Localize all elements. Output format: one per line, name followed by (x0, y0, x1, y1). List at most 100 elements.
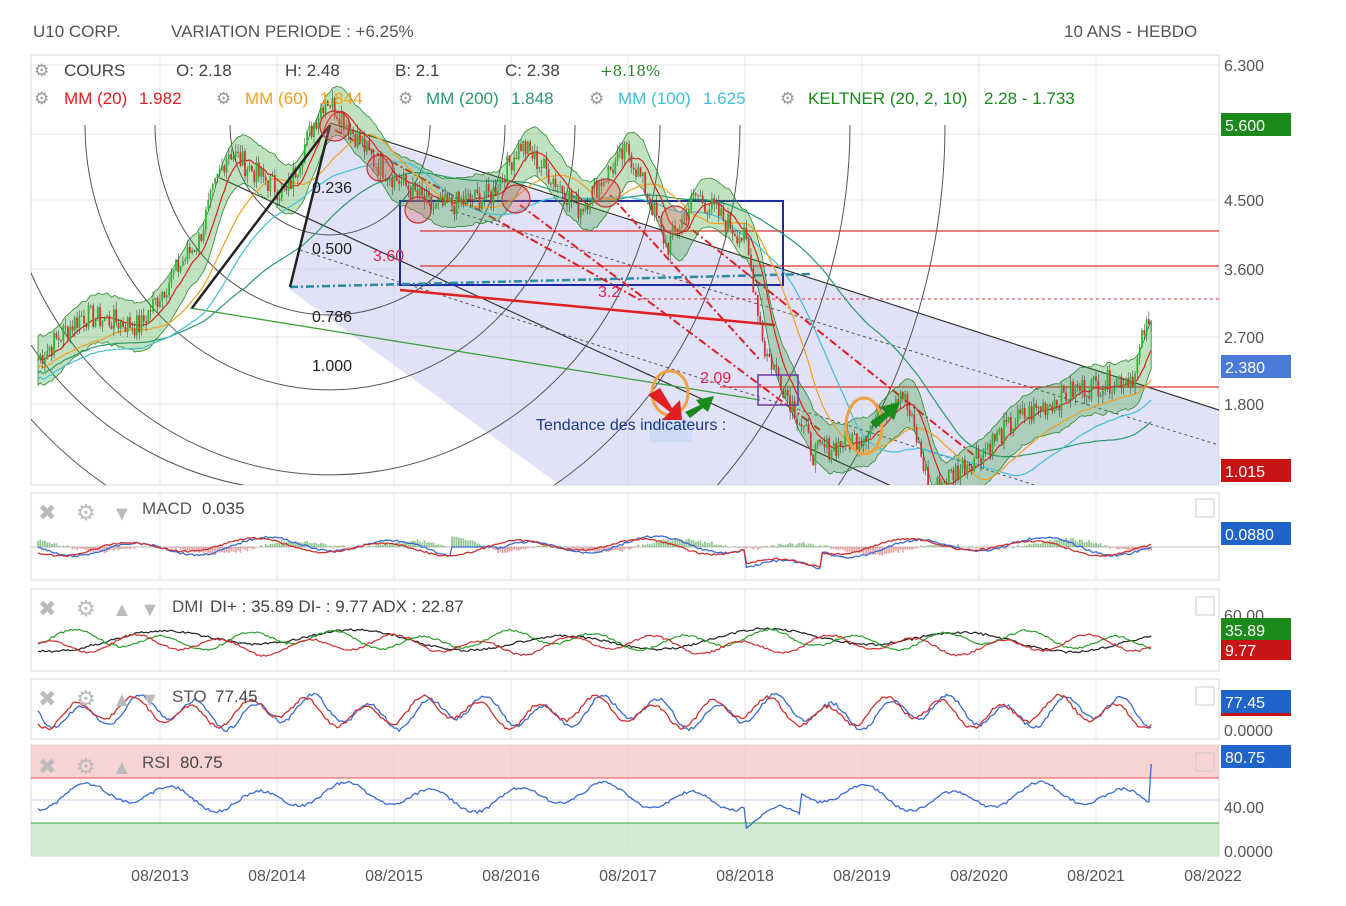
x-tick-label: 08/2022 (1184, 868, 1242, 885)
gear-icon[interactable]: ⚙ (76, 686, 96, 711)
gear-icon[interactable]: ⚙ (76, 596, 96, 621)
legend-close: C: 2.38 (505, 61, 560, 80)
candle (1062, 385, 1065, 393)
rsi-line (37, 763, 1152, 830)
badge-macd: 0.0880 (1225, 527, 1274, 544)
candle (665, 242, 667, 244)
candle (237, 151, 239, 153)
candle (842, 446, 844, 448)
candle (540, 167, 543, 169)
gear-icon[interactable]: ⚙ (34, 61, 49, 80)
candle (669, 236, 672, 256)
candle (1088, 395, 1090, 399)
arrow-up-icon[interactable]: ▲ (112, 757, 132, 779)
legend-mm200-value: 1.848 (511, 89, 554, 108)
candle (869, 424, 872, 434)
candle (807, 424, 810, 433)
candle (941, 482, 943, 485)
candle (446, 194, 449, 203)
candle (44, 358, 46, 364)
gear-icon[interactable]: ⚙ (76, 500, 96, 525)
candle (678, 227, 681, 233)
candle (1095, 376, 1097, 381)
close-icon[interactable]: ✖ (38, 500, 56, 525)
candle (1127, 378, 1130, 388)
gear-icon[interactable]: ⚙ (76, 754, 96, 779)
x-tick-label: 08/2017 (599, 868, 657, 885)
candle (211, 183, 214, 190)
x-tick-label: 08/2014 (248, 868, 306, 885)
candle (704, 203, 706, 213)
arrow-down-icon[interactable]: ▼ (112, 503, 132, 525)
arrow-down-icon[interactable]: ▼ (140, 689, 160, 711)
gear-icon[interactable]: ⚙ (398, 89, 413, 108)
gear-icon[interactable]: ⚙ (589, 89, 604, 108)
candle (913, 414, 916, 428)
badge-price-high: 5.600 (1225, 118, 1265, 135)
close-icon[interactable]: ✖ (38, 686, 56, 711)
gear-icon[interactable]: ⚙ (216, 89, 231, 108)
candle (770, 356, 773, 370)
close-icon[interactable]: ✖ (38, 754, 56, 779)
fib-label-0500: 0.500 (312, 241, 352, 258)
legend-keltner-label: KELTNER (20, 2, 10) (808, 89, 967, 108)
candle (299, 167, 302, 175)
candle (315, 122, 318, 129)
candle (897, 399, 900, 403)
arrow-up-icon[interactable]: ▲ (112, 599, 132, 621)
candle (950, 469, 952, 471)
candle (773, 364, 775, 370)
macd-label: MACD (142, 499, 192, 518)
candle (96, 307, 99, 319)
legend-high: H: 2.48 (285, 61, 340, 80)
candle (186, 246, 189, 260)
candle (906, 394, 909, 410)
candle (375, 166, 377, 168)
candle (1102, 390, 1104, 396)
candle (924, 466, 927, 471)
badge-price-low: 1.015 (1225, 464, 1265, 481)
candle (458, 191, 460, 202)
candle (1033, 403, 1035, 421)
candle (508, 155, 511, 163)
arrow-down-icon[interactable]: ▼ (140, 599, 160, 621)
candle (566, 203, 568, 206)
candle (1097, 380, 1100, 397)
close-icon[interactable]: ✖ (38, 596, 56, 621)
channel-inner-line (449, 209, 1219, 446)
candle (1007, 416, 1010, 423)
candle (780, 376, 782, 391)
candle (269, 176, 272, 192)
legend-mm20-label: MM (20) (64, 89, 127, 108)
candle (471, 199, 474, 201)
candle (62, 326, 65, 341)
candle (182, 261, 184, 266)
candle (1136, 358, 1139, 374)
candle (984, 448, 987, 450)
candle (154, 297, 157, 300)
candle (409, 190, 412, 200)
candle (267, 180, 269, 192)
arrow-up-icon[interactable]: ▲ (112, 689, 132, 711)
candle (494, 186, 497, 196)
candle (637, 167, 640, 177)
candle (412, 182, 414, 200)
gear-icon[interactable]: ⚙ (780, 89, 795, 108)
legend-change: +8.18% (600, 62, 660, 80)
candle (441, 197, 444, 206)
bear-channel (290, 125, 1219, 485)
candle (1058, 405, 1061, 411)
x-tick-label: 08/2015 (365, 868, 423, 885)
candle (1141, 330, 1143, 348)
gear-icon[interactable]: ⚙ (34, 89, 49, 108)
candle (462, 198, 465, 205)
candle (393, 174, 396, 188)
candle (1099, 395, 1102, 397)
candle (202, 229, 205, 241)
candle (651, 204, 653, 215)
candle (1016, 409, 1019, 425)
candle (959, 468, 962, 480)
candle (1067, 399, 1070, 401)
candle (101, 320, 104, 327)
candle (720, 208, 722, 216)
